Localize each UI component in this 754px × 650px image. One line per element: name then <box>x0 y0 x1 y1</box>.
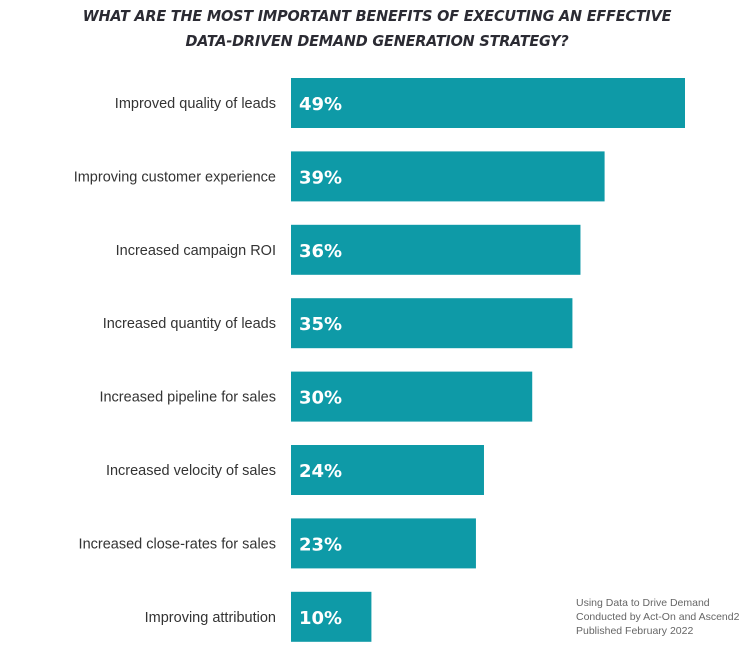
value-label: 35% <box>299 314 342 335</box>
category-label: Increased close-rates for sales <box>79 536 276 552</box>
value-label: 49% <box>299 94 342 115</box>
value-label: 39% <box>299 167 342 188</box>
chart-title: WHAT ARE THE MOST IMPORTANT BENEFITS OF … <box>0 4 754 54</box>
bar <box>291 518 476 569</box>
chart-title-line-1: WHAT ARE THE MOST IMPORTANT BENEFITS OF … <box>82 7 672 25</box>
category-label: Increased pipeline for sales <box>99 390 276 406</box>
value-label: 36% <box>299 241 342 262</box>
value-label: 10% <box>299 608 342 629</box>
bar <box>291 151 605 202</box>
bar <box>291 298 573 349</box>
bar <box>291 224 581 275</box>
chart-title-line-2: DATA-DRIVEN DEMAND GENERATION STRATEGY? <box>185 32 569 50</box>
category-label: Increased campaign ROI <box>116 243 276 259</box>
footnote-line-2: Conducted by Act-On and Ascend2 <box>576 611 740 623</box>
category-label: Improving customer experience <box>74 169 276 185</box>
bar <box>291 371 533 422</box>
source-footnote: Using Data to Drive Demand Conducted by … <box>576 596 739 638</box>
footnote-line-3: Published February 2022 <box>576 625 694 637</box>
category-label: Increased quantity of leads <box>103 316 276 332</box>
category-label: Improving attribution <box>145 610 276 626</box>
bar <box>291 445 484 495</box>
category-label: Improved quality of leads <box>115 96 276 112</box>
value-label: 30% <box>299 388 342 409</box>
bar <box>291 591 372 642</box>
value-label: 24% <box>299 461 342 482</box>
footnote-line-1: Using Data to Drive Demand <box>576 597 710 609</box>
category-label: Increased velocity of sales <box>106 463 276 479</box>
bar <box>291 78 685 128</box>
value-label: 23% <box>299 534 342 555</box>
